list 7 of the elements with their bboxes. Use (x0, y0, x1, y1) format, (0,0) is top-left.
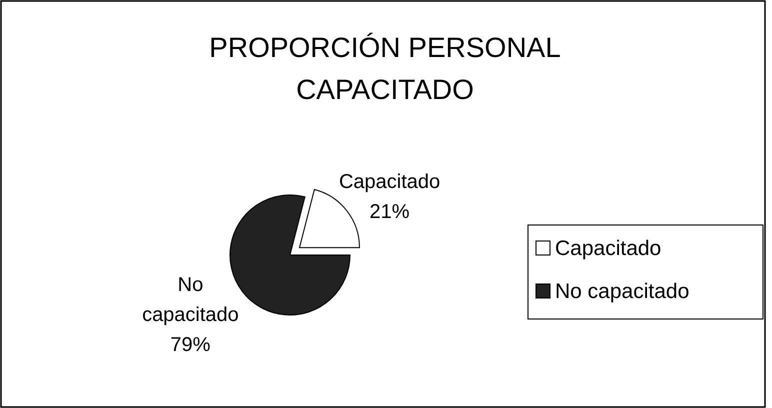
data-label: 21% (370, 201, 410, 224)
legend-label: No capacitado (555, 280, 690, 303)
slice-label: Capacitado (338, 171, 440, 194)
slice-label: No capacitado (142, 274, 239, 326)
legend-label: Capacitado (555, 237, 662, 260)
data-label: 79% (170, 334, 211, 356)
chart-title: PROPORCIÓN PERSONAL CAPACITADO (209, 32, 561, 105)
